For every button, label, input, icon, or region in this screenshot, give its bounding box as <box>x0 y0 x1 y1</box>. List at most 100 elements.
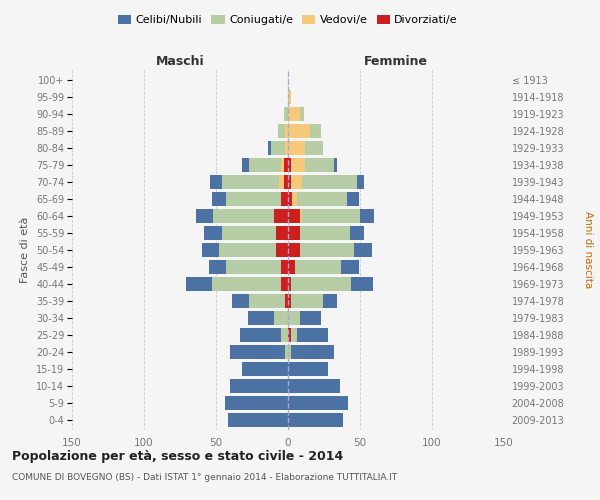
Bar <box>232 294 249 308</box>
Bar <box>291 294 323 308</box>
Text: COMUNE DI BOVEGNO (BS) - Dati ISTAT 1° gennaio 2014 - Elaborazione TUTTITALIA.IT: COMUNE DI BOVEGNO (BS) - Dati ISTAT 1° g… <box>12 472 397 482</box>
Bar <box>210 175 222 189</box>
Bar <box>226 260 281 274</box>
Bar <box>222 175 280 189</box>
Bar <box>281 328 288 342</box>
Bar <box>288 158 291 172</box>
Bar <box>281 260 288 274</box>
Bar <box>224 396 288 410</box>
Bar <box>212 277 281 291</box>
Bar <box>299 243 354 257</box>
Bar <box>291 345 334 359</box>
Bar <box>302 175 357 189</box>
Bar <box>299 209 302 223</box>
Bar <box>288 379 340 393</box>
Bar <box>226 192 281 206</box>
Bar <box>288 226 299 240</box>
Bar <box>352 277 373 291</box>
Bar <box>347 192 359 206</box>
Bar <box>310 124 321 138</box>
Bar <box>280 175 284 189</box>
Bar <box>291 328 296 342</box>
Bar <box>285 345 288 359</box>
Bar <box>299 311 321 325</box>
Bar <box>213 209 274 223</box>
Bar <box>268 141 271 155</box>
Bar <box>360 209 374 223</box>
Bar <box>281 158 284 172</box>
Bar <box>288 328 291 342</box>
Bar <box>281 277 288 291</box>
Bar <box>288 124 310 138</box>
Bar <box>299 226 350 240</box>
Bar <box>288 345 291 359</box>
Bar <box>248 311 274 325</box>
Bar <box>305 141 323 155</box>
Bar <box>288 107 299 121</box>
Bar <box>227 413 288 427</box>
Bar <box>209 260 226 274</box>
Y-axis label: Fasce di età: Fasce di età <box>20 217 31 283</box>
Bar <box>274 209 288 223</box>
Bar <box>212 192 226 206</box>
Bar <box>196 209 213 223</box>
Bar <box>288 413 343 427</box>
Bar <box>241 328 281 342</box>
Bar <box>222 226 277 240</box>
Bar <box>278 124 285 138</box>
Bar <box>205 226 222 240</box>
Bar <box>249 294 285 308</box>
Text: Popolazione per età, sesso e stato civile - 2014: Popolazione per età, sesso e stato civil… <box>12 450 343 463</box>
Bar <box>288 175 291 189</box>
Bar <box>284 175 288 189</box>
Bar <box>291 277 352 291</box>
Legend: Celibi/Nubili, Coniugati/e, Vedovi/e, Divorziati/e: Celibi/Nubili, Coniugati/e, Vedovi/e, Di… <box>113 10 463 30</box>
Bar <box>296 328 328 342</box>
Bar <box>186 277 212 291</box>
Bar <box>230 345 285 359</box>
Bar <box>288 209 299 223</box>
Bar <box>288 277 291 291</box>
Bar <box>285 124 288 138</box>
Text: Femmine: Femmine <box>364 56 428 68</box>
Bar <box>354 243 371 257</box>
Bar <box>288 192 292 206</box>
Bar <box>292 192 296 206</box>
Bar <box>242 362 288 376</box>
Bar <box>288 311 299 325</box>
Bar <box>357 175 364 189</box>
Bar <box>302 209 360 223</box>
Bar <box>299 107 304 121</box>
Bar <box>202 243 219 257</box>
Bar <box>296 192 347 206</box>
Bar <box>281 192 288 206</box>
Bar <box>249 158 281 172</box>
Bar <box>341 260 359 274</box>
Bar <box>271 141 285 155</box>
Bar <box>284 107 288 121</box>
Text: Maschi: Maschi <box>155 56 205 68</box>
Bar <box>334 158 337 172</box>
Bar <box>291 158 305 172</box>
Bar <box>305 158 334 172</box>
Bar <box>288 362 328 376</box>
Bar <box>288 90 291 104</box>
Bar <box>284 158 288 172</box>
Text: Anni di nascita: Anni di nascita <box>583 212 593 288</box>
Bar <box>288 396 349 410</box>
Bar <box>295 260 341 274</box>
Bar <box>219 243 277 257</box>
Bar <box>285 294 288 308</box>
Bar <box>350 226 364 240</box>
Bar <box>285 141 288 155</box>
Bar <box>291 175 302 189</box>
Bar <box>323 294 337 308</box>
Bar <box>288 141 305 155</box>
Bar <box>277 243 288 257</box>
Bar <box>288 243 299 257</box>
Bar <box>288 260 295 274</box>
Bar <box>230 379 288 393</box>
Bar <box>242 158 249 172</box>
Bar <box>274 311 288 325</box>
Bar <box>277 226 288 240</box>
